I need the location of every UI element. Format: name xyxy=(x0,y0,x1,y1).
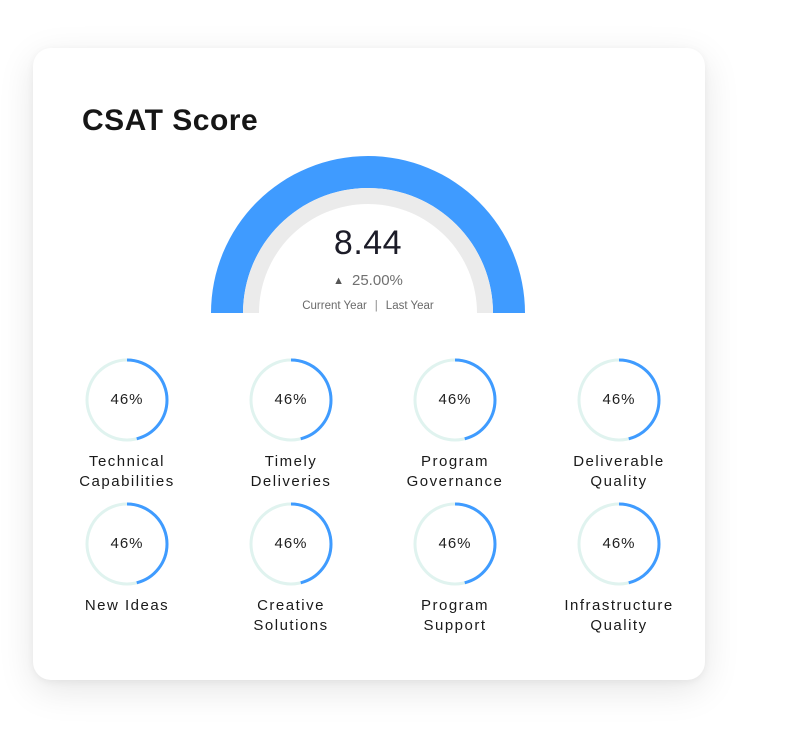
progress-arc xyxy=(413,502,497,586)
progress-arc xyxy=(577,358,661,442)
progress-ring xyxy=(413,502,497,586)
legend-separator: | xyxy=(374,300,378,312)
metric-label: Timely Deliveries xyxy=(221,452,361,492)
gauge-fill-arc xyxy=(211,156,525,313)
progress-ring xyxy=(577,358,661,442)
progress-ring xyxy=(577,502,661,586)
progress-arc xyxy=(413,358,497,442)
metric-ring: 46% xyxy=(249,502,333,586)
metric-label-line: Program xyxy=(420,597,490,614)
metric-percent: 46% xyxy=(602,391,636,408)
metric-label: Program Support xyxy=(385,596,525,636)
metric-label: Program Governance xyxy=(385,452,525,492)
metric-label-line: New Ideas xyxy=(84,597,170,614)
progress-arc xyxy=(249,358,333,442)
metric-label-line: Support xyxy=(423,617,487,634)
metric-label: New Ideas xyxy=(57,596,197,616)
metric-label-line: Program xyxy=(420,453,490,470)
legend-current-year: Current Year xyxy=(302,300,367,312)
metric-ring: 46% xyxy=(577,502,661,586)
gauge-value: 8.44 xyxy=(333,224,403,262)
metric-ring: 46% xyxy=(577,358,661,442)
metric-label-line: Governance xyxy=(406,473,504,490)
triangle-up-icon: ▲ xyxy=(333,275,344,287)
metric-label-line: Infrastructure xyxy=(564,597,674,614)
metric-label-line: Quality xyxy=(590,473,648,490)
metric-label: Creative Solutions xyxy=(221,596,361,636)
metric-percent: 46% xyxy=(110,535,144,552)
metric-ring: 46% xyxy=(249,358,333,442)
metric-percent: 46% xyxy=(438,391,472,408)
metrics-grid: 46% Technical Capabilities 46% Timely Deliver… xyxy=(33,48,705,680)
gauge-change: ▲ 25.00% xyxy=(211,272,525,289)
metric-percent: 46% xyxy=(602,535,636,552)
metric-ring: 46% xyxy=(85,358,169,442)
metric-label: Infrastructure Quality xyxy=(549,596,689,636)
progress-ring xyxy=(413,358,497,442)
metric-percent: 46% xyxy=(438,535,472,552)
metric-ring: 46% xyxy=(413,502,497,586)
progress-ring xyxy=(85,502,169,586)
metric-percent: 46% xyxy=(110,391,144,408)
gauge-legend: Current Year | Last Year xyxy=(211,300,525,312)
metric-label-line: Capabilities xyxy=(79,473,175,490)
metric-ring: 46% xyxy=(413,358,497,442)
metric-label-line: Timely xyxy=(264,453,318,470)
metric-ring: 46% xyxy=(85,502,169,586)
gauge-change-value: 25.00% xyxy=(352,272,403,289)
metric-label-line: Solutions xyxy=(253,617,329,634)
metric-label: Technical Capabilities xyxy=(57,452,197,492)
metric-percent: 46% xyxy=(274,391,308,408)
metric-percent: 46% xyxy=(274,535,308,552)
progress-ring xyxy=(249,502,333,586)
metric-label-line: Quality xyxy=(590,617,648,634)
metric-label-line: Creative xyxy=(257,597,325,614)
gauge-arc xyxy=(211,156,525,313)
card-title: CSAT Score xyxy=(82,104,259,137)
progress-ring xyxy=(85,358,169,442)
progress-arc xyxy=(577,502,661,586)
metric-label-line: Deliveries xyxy=(250,473,332,490)
csat-card: CSAT Score 8.44 ▲ 25.00% Current Year | Las… xyxy=(33,48,705,680)
metric-label-line: Deliverable xyxy=(573,453,665,470)
progress-arc xyxy=(85,358,169,442)
progress-arc xyxy=(85,502,169,586)
progress-arc xyxy=(249,502,333,586)
progress-ring xyxy=(249,358,333,442)
metric-label-line: Technical xyxy=(88,453,166,470)
csat-gauge: 8.44 ▲ 25.00% Current Year | Last Year xyxy=(211,156,525,316)
metric-label: Deliverable Quality xyxy=(549,452,689,492)
gauge-track-arc xyxy=(243,188,493,313)
legend-last-year: Last Year xyxy=(385,300,434,312)
